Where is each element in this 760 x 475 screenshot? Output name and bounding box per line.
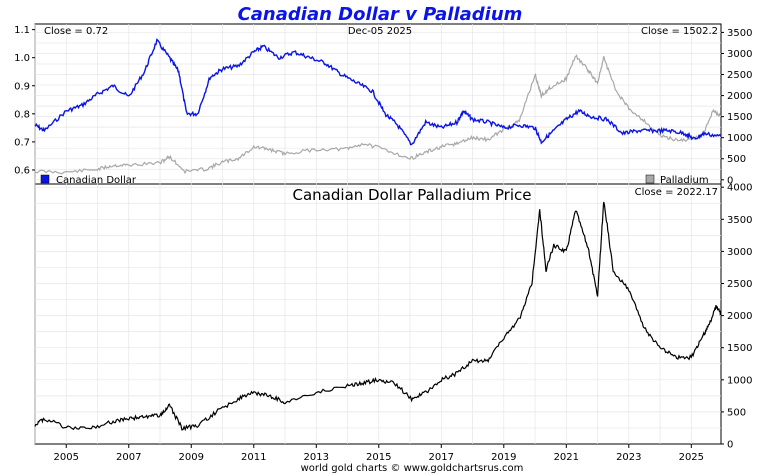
top-close-left-label: Close = 0.72 (44, 26, 108, 37)
left-tick-label: 0.7 (14, 137, 30, 148)
right-tick-label: 0 (727, 175, 733, 186)
left-tick-label: 1.0 (14, 53, 30, 64)
x-tick-label: 2007 (116, 452, 141, 463)
x-tick-label: 2023 (616, 452, 641, 463)
bottom-right-tick-label: 3500 (727, 215, 752, 226)
canadian-dollar-series-line (34, 38, 722, 146)
legend-palladium-swatch (645, 174, 655, 184)
footer-credit: world gold charts © www.goldchartsrus.co… (301, 463, 524, 474)
right-tick-label: 3000 (727, 49, 752, 60)
bottom-panel-frame (34, 183, 722, 445)
left-tick-label: 0.8 (14, 109, 30, 120)
right-tick-label: 500 (727, 154, 746, 165)
x-tick-label: 2017 (429, 452, 454, 463)
bottom-close-label: Close = 2022.17 (635, 187, 718, 198)
right-tick-label: 1500 (727, 112, 752, 123)
top-left-axis: 0.6 0.7 0.8 0.9 1.0 1.1 (14, 25, 35, 176)
legend-canadian-dollar: Canadian Dollar (56, 175, 137, 186)
x-tick-label: 2013 (304, 452, 329, 463)
bottom-right-tick-label: 4000 (727, 183, 752, 194)
right-tick-label: 2000 (727, 91, 752, 102)
bottom-right-tick-label: 2000 (727, 311, 752, 322)
left-tick-label: 0.6 (14, 165, 30, 176)
chart-title: Canadian Dollar v Palladium (238, 4, 523, 25)
legend-palladium: Palladium (660, 175, 709, 186)
legend-canadian-dollar-swatch (40, 174, 50, 184)
bottom-right-tick-label: 1000 (727, 375, 752, 386)
bottom-right-tick-label: 0 (727, 440, 733, 451)
x-tick-label: 2005 (54, 452, 79, 463)
x-tick-label: 2025 (679, 452, 704, 463)
top-close-right-label: Close = 1502.2 (641, 26, 718, 37)
left-tick-label: 0.9 (14, 81, 30, 92)
bottom-right-tick-label: 1500 (727, 343, 752, 354)
x-tick-label: 2021 (554, 452, 579, 463)
right-tick-label: 3500 (727, 28, 752, 39)
x-tick-label: 2019 (491, 452, 516, 463)
x-tick-label: 2011 (241, 452, 266, 463)
bottom-right-axis: 0 500 1000 1500 2000 2500 3000 3500 4000 (721, 183, 752, 451)
x-tick-label: 2015 (366, 452, 391, 463)
cad-palladium-price-line (34, 201, 722, 432)
palladium-series-line (34, 54, 722, 175)
top-grid (34, 24, 721, 184)
date-label: Dec-05 2025 (348, 26, 412, 37)
right-tick-label: 1000 (727, 133, 752, 144)
left-tick-label: 1.1 (14, 25, 30, 36)
bottom-right-tick-label: 3000 (727, 247, 752, 258)
bottom-right-tick-label: 2500 (727, 279, 752, 290)
x-tick-label: 2009 (179, 452, 204, 463)
right-tick-label: 2500 (727, 70, 752, 81)
x-axis: 2005 2007 2009 2011 2013 2015 2017 2019 2021 2023… (54, 444, 704, 463)
bottom-grid (34, 184, 721, 444)
bottom-panel-title: Canadian Dollar Palladium Price (293, 186, 532, 204)
top-right-axis: 0 500 1000 1500 2000 2500 3000 3500 (721, 28, 752, 186)
bottom-right-tick-label: 500 (727, 407, 746, 418)
